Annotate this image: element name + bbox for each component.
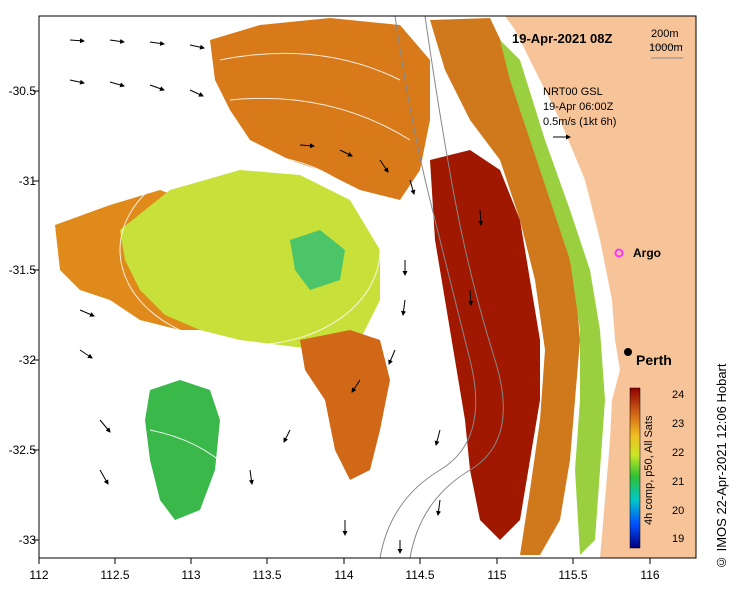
sst-orange-southcentral (300, 330, 390, 480)
y-tick-label: -30.5 (8, 84, 36, 98)
colorbar-tick: 22 (672, 447, 685, 459)
velocity-key-source: NRT00 GSL (543, 86, 603, 98)
x-tick-label: 113 (181, 568, 201, 582)
sst-orange-north (210, 18, 430, 200)
map-title: 19-Apr-2021 08Z (512, 31, 613, 46)
colorbar-tick: 23 (672, 418, 685, 430)
argo-label: Argo (633, 246, 661, 260)
velocity-key-time: 19-Apr 06:00Z (543, 101, 614, 113)
bathymetry-contours (379, 15, 504, 559)
y-tick-label: -31 (18, 174, 36, 188)
sst-green-south (145, 380, 220, 520)
current-vectors (69, 38, 484, 554)
perth-marker[interactable] (624, 348, 632, 356)
ssh-contours (119, 52, 411, 471)
plot-frame (38, 15, 697, 559)
x-tick-label: 114 (334, 568, 354, 582)
x-tick-label: 112.5 (100, 568, 130, 582)
sst-yellow-eddy (120, 170, 380, 350)
x-tick-label: 115.5 (558, 568, 588, 582)
y-tick-label: -32 (18, 353, 36, 367)
depth-label-1000: 1000m (649, 42, 683, 54)
colorbar-tick: 24 (672, 389, 685, 401)
perth-label: Perth (636, 352, 672, 368)
y-tick-label: -33 (18, 533, 36, 547)
y-tick-label: -32.5 (8, 443, 36, 457)
colorbar-tick: 19 (672, 533, 685, 545)
x-tick-label: 116 (640, 568, 660, 582)
x-tick-label: 112 (29, 568, 49, 582)
y-tick-label: -31.5 (8, 263, 36, 277)
sst-red-current (430, 150, 540, 540)
sst-green-patch (290, 230, 345, 290)
argo-float-marker[interactable] (614, 248, 624, 258)
x-tick-label: 114.5 (405, 568, 435, 582)
colorbar-title: 4h comp, p50, All Sats (643, 415, 655, 525)
x-tick-label: 113.5 (252, 568, 282, 582)
credit-text: © IMOS 22-Apr-2021 12:06 Hobart (714, 363, 729, 571)
colorbar-tick: 20 (672, 505, 685, 517)
x-tick-label: 115 (487, 568, 507, 582)
sst-green-nearshore (500, 40, 605, 555)
sst-orange-coastal (430, 18, 580, 555)
sst-field (55, 18, 605, 555)
colorbar-tick: 21 (672, 476, 685, 488)
depth-label-200: 200m (651, 28, 679, 40)
colorbar (629, 387, 641, 549)
axis-ticks (33, 90, 651, 564)
velocity-key-scale: 0.5m/s (1kt 6h) (543, 116, 617, 128)
land-mass (505, 16, 696, 558)
